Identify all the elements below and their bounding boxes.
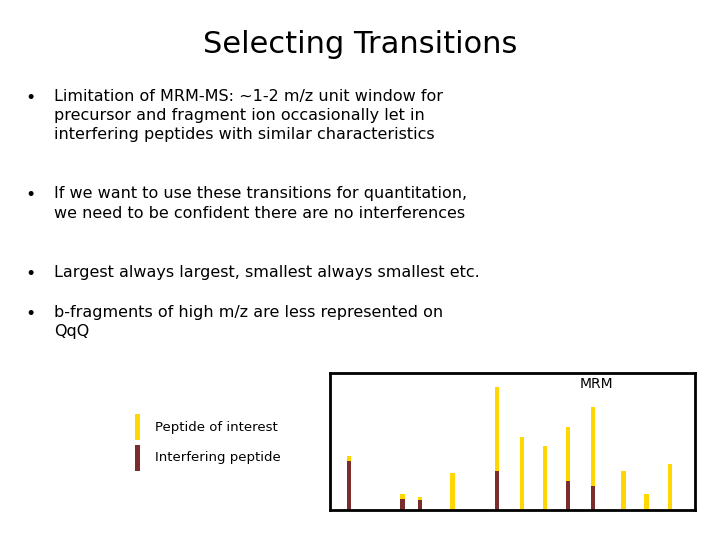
Bar: [590, 485, 595, 510]
Bar: [418, 501, 423, 510]
Bar: [135, 445, 140, 471]
Text: Interfering peptide: Interfering peptide: [155, 451, 281, 464]
Bar: [346, 456, 351, 510]
Bar: [667, 463, 672, 510]
Text: Selecting Transitions: Selecting Transitions: [203, 30, 517, 59]
Bar: [451, 474, 455, 510]
Text: •: •: [25, 89, 35, 107]
Bar: [418, 497, 423, 510]
Text: •: •: [25, 186, 35, 204]
Text: •: •: [25, 265, 35, 282]
Text: b-fragments of high m/z are less represented on
QqQ: b-fragments of high m/z are less represe…: [54, 305, 443, 339]
Bar: [621, 471, 626, 510]
Text: Limitation of MRM-MS: ~1-2 m/z unit window for
precursor and fragment ion occasi: Limitation of MRM-MS: ~1-2 m/z unit wind…: [54, 89, 443, 143]
Bar: [135, 414, 140, 440]
Text: If we want to use these transitions for quantitation,
we need to be confident th: If we want to use these transitions for …: [54, 186, 467, 220]
Bar: [495, 387, 499, 510]
Bar: [543, 447, 547, 510]
Bar: [566, 481, 570, 510]
Bar: [400, 500, 405, 510]
Text: MRM: MRM: [580, 377, 613, 391]
Text: Peptide of interest: Peptide of interest: [155, 421, 277, 434]
Bar: [495, 471, 499, 510]
Bar: [590, 407, 595, 510]
Bar: [566, 427, 570, 510]
Text: Largest always largest, smallest always smallest etc.: Largest always largest, smallest always …: [54, 265, 480, 280]
Bar: [400, 494, 405, 510]
Bar: [346, 461, 351, 510]
Bar: [644, 494, 649, 510]
Bar: [520, 436, 524, 510]
Text: •: •: [25, 305, 35, 323]
